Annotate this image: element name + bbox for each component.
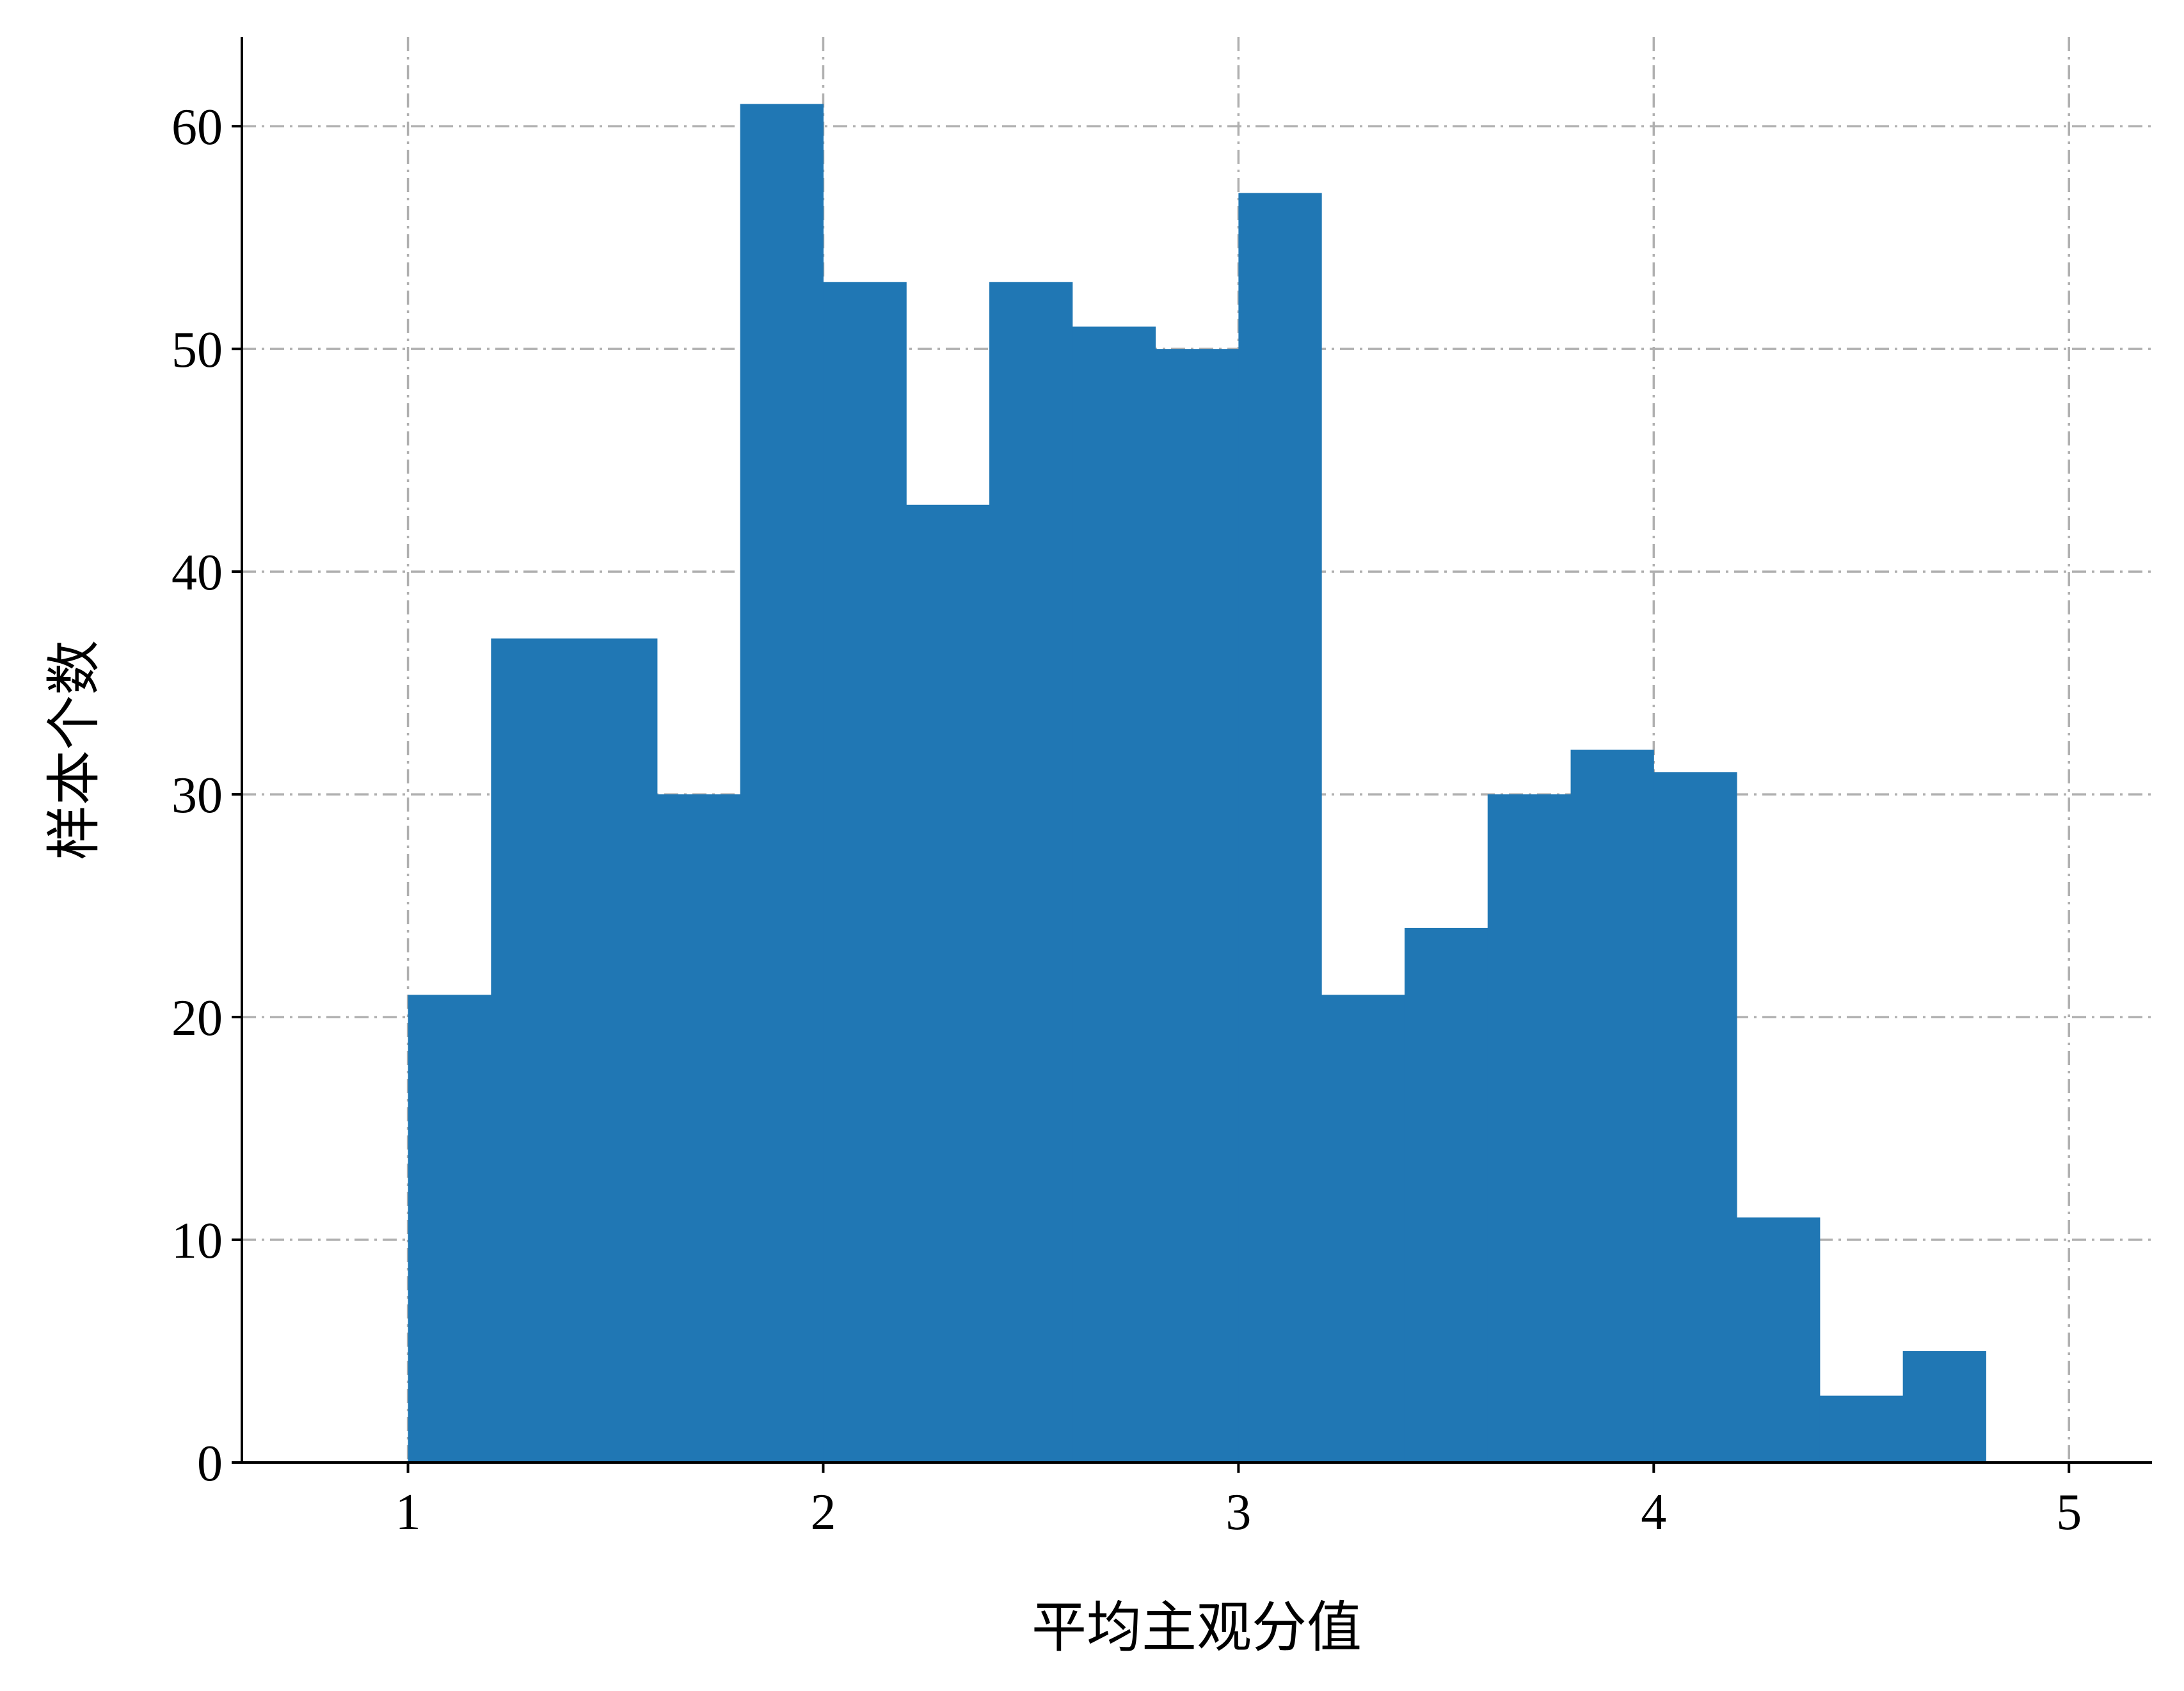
x-tick-label: 2 [810, 1484, 836, 1541]
histogram-bar [1072, 326, 1156, 1463]
histogram-bar [823, 282, 907, 1463]
histogram-bar [1321, 995, 1405, 1463]
x-tick-label: 5 [2056, 1484, 2082, 1541]
histogram-bar [1902, 1351, 1986, 1463]
y-tick-label: 30 [171, 767, 223, 824]
histogram-bar [1737, 1217, 1821, 1463]
histogram-bar [1654, 772, 1737, 1463]
histogram-bar [1487, 794, 1572, 1463]
y-tick-label: 0 [197, 1436, 223, 1492]
histogram-bar [1819, 1395, 1904, 1463]
y-tick-label: 20 [171, 990, 223, 1046]
y-tick-label: 50 [171, 322, 223, 378]
y-tick-label: 10 [171, 1213, 223, 1269]
histogram-bar [740, 104, 824, 1463]
x-tick-label: 3 [1225, 1484, 1251, 1541]
x-tick-label: 4 [1641, 1484, 1666, 1541]
histogram-bar [1155, 349, 1239, 1463]
x-axis-title: 平均主观分值 [1032, 1596, 1362, 1660]
histogram-bar [906, 504, 990, 1463]
histogram-bar [1238, 193, 1322, 1463]
histogram-bar [989, 282, 1073, 1463]
histogram-bar [1404, 927, 1488, 1463]
y-axis-title: 样本个数 [42, 640, 106, 860]
y-tick-label: 60 [171, 99, 223, 156]
histogram-bar [574, 638, 658, 1463]
histogram-bar [491, 638, 575, 1463]
x-tick-label: 1 [395, 1484, 421, 1541]
bars [408, 104, 1986, 1463]
histogram-bar [408, 995, 491, 1463]
histogram-bar [1570, 749, 1654, 1463]
y-tick-label: 40 [171, 545, 223, 601]
axes [241, 37, 2152, 1464]
histogram-bar [657, 794, 741, 1463]
